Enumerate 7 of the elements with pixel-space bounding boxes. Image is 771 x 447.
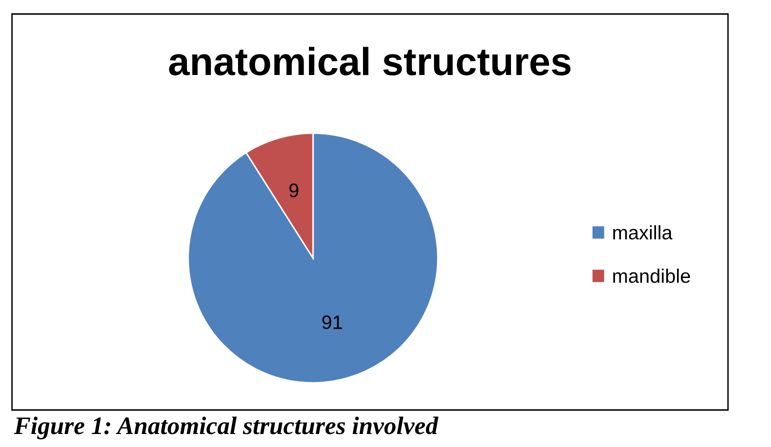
legend-label: maxilla: [613, 225, 672, 240]
data-label: 91: [322, 315, 342, 330]
caption: Figure 1: Anatomical structures involved: [14, 416, 438, 440]
pie-slice: [188, 132, 438, 384]
legend-label: mandible: [613, 268, 690, 283]
data-label: 9: [289, 184, 298, 198]
chart-title: anatomical structures: [169, 46, 570, 76]
